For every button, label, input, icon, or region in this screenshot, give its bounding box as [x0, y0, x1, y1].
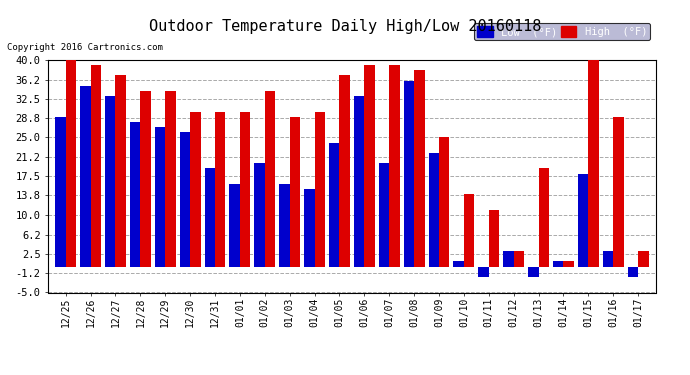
Bar [638, 251, 649, 267]
Bar [240, 112, 250, 267]
Bar [66, 60, 76, 267]
Bar [503, 251, 513, 267]
Bar [166, 91, 176, 267]
Bar [190, 112, 201, 267]
Bar [528, 267, 538, 277]
Bar [279, 184, 290, 267]
Bar [230, 184, 240, 267]
Bar [140, 91, 151, 267]
Bar [464, 194, 474, 267]
Bar [414, 70, 424, 267]
Bar [329, 142, 339, 267]
Bar [453, 261, 464, 267]
Bar [155, 127, 166, 267]
Bar [290, 117, 300, 267]
Bar [513, 251, 524, 267]
Text: Copyright 2016 Cartronics.com: Copyright 2016 Cartronics.com [7, 43, 163, 52]
Text: Outdoor Temperature Daily High/Low 20160118: Outdoor Temperature Daily High/Low 20160… [149, 19, 541, 34]
Bar [179, 132, 190, 267]
Bar [628, 267, 638, 277]
Bar [115, 75, 126, 267]
Bar [478, 267, 489, 277]
Bar [379, 164, 389, 267]
Bar [564, 261, 574, 267]
Bar [130, 122, 140, 267]
Bar [589, 60, 599, 267]
Bar [389, 65, 400, 267]
Bar [553, 261, 564, 267]
Bar [204, 168, 215, 267]
Bar [354, 96, 364, 267]
Bar [538, 168, 549, 267]
Bar [578, 174, 589, 267]
Bar [304, 189, 315, 267]
Bar [439, 138, 449, 267]
Bar [603, 251, 613, 267]
Bar [404, 81, 414, 267]
Bar [428, 153, 439, 267]
Bar [90, 65, 101, 267]
Bar [105, 96, 115, 267]
Bar [80, 86, 90, 267]
Bar [364, 65, 375, 267]
Bar [265, 91, 275, 267]
Legend: Low  (°F), High  (°F): Low (°F), High (°F) [474, 23, 650, 40]
Bar [215, 112, 226, 267]
Bar [55, 117, 66, 267]
Bar [339, 75, 350, 267]
Bar [255, 164, 265, 267]
Bar [315, 112, 325, 267]
Bar [489, 210, 500, 267]
Bar [613, 117, 624, 267]
